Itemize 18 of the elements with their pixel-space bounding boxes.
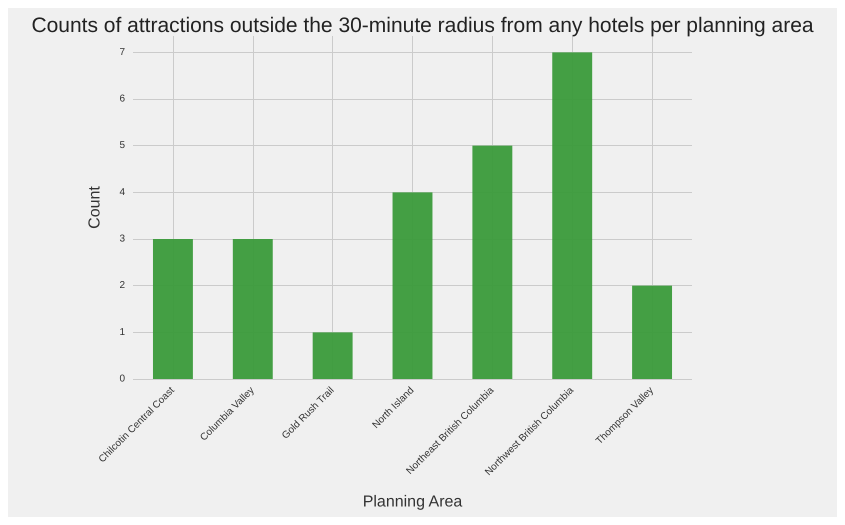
y-tick-label: 7 bbox=[119, 46, 126, 58]
bar bbox=[552, 52, 592, 379]
y-tick-label: 3 bbox=[119, 234, 126, 244]
y-tick-label: 1 bbox=[119, 326, 126, 338]
bar bbox=[632, 286, 672, 379]
y-tick-label: 4 bbox=[119, 186, 126, 198]
bar bbox=[392, 192, 432, 379]
bar bbox=[472, 146, 512, 379]
y-axis-title: Count bbox=[86, 186, 104, 229]
y-tick-label: 6 bbox=[119, 94, 126, 104]
x-axis-title: Planning Area bbox=[362, 494, 462, 510]
bar bbox=[152, 239, 193, 379]
bar bbox=[232, 239, 273, 379]
y-tick-label: 0 bbox=[119, 374, 126, 384]
bar bbox=[312, 332, 353, 379]
y-tick-label: 5 bbox=[119, 140, 126, 152]
y-tick-label: 2 bbox=[119, 280, 126, 292]
chart-title: Counts of attractions outside the 30-minute radius from any hotels per planning area bbox=[31, 14, 814, 37]
